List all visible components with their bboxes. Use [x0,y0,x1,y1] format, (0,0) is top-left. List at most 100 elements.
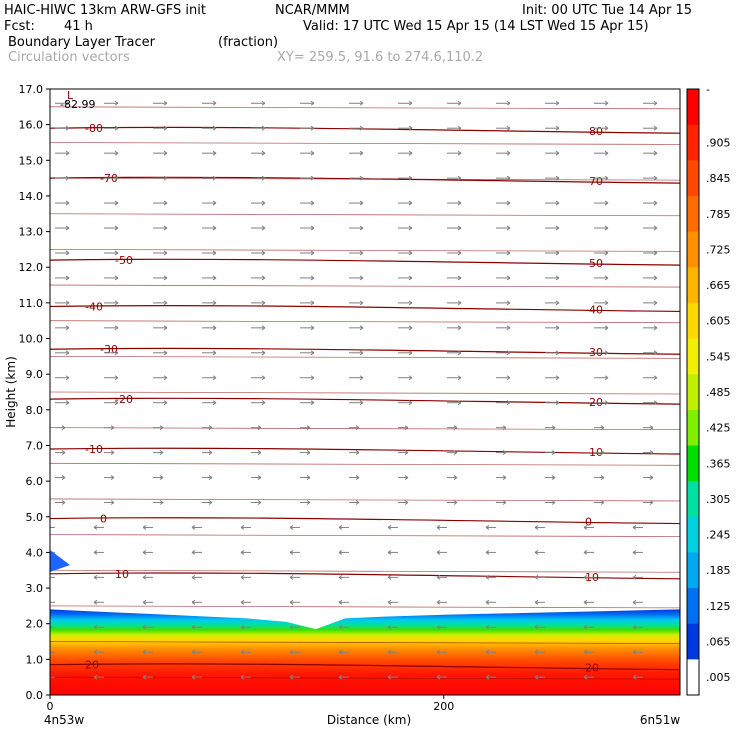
colorbar-segment [687,552,699,589]
circulation-vector [153,450,164,456]
colorbar-segment [687,516,699,553]
circulation-vector [643,175,658,181]
y-tick-label: 16.0 [19,119,44,132]
circulation-vector [387,525,398,530]
y-tick-label: 4.0 [26,546,44,559]
y-tick-label: 17.0 [19,83,44,96]
colorbar-segment [687,195,699,233]
circulation-vector [300,225,315,231]
circulation-vector [93,574,104,580]
circulation-vector [398,375,413,381]
circulation-vector [300,450,311,456]
circulation-vector [50,626,55,628]
circulation-vector [55,325,70,331]
colorbar-label: .065 [706,636,731,649]
contour-label: -50 [115,254,133,267]
circulation-vector [153,150,168,156]
circulation-vector [300,175,315,181]
circulation-vector [545,425,556,431]
circulation-vector [93,624,104,630]
circulation-vector [300,350,315,356]
y-tick-label: 0.0 [26,689,44,702]
circulation-vector [142,574,153,580]
circulation-vector [545,475,556,480]
circulation-vector [496,150,511,156]
circulation-vector [594,150,609,156]
circulation-vector [55,125,70,131]
contour-label: -30 [585,346,603,359]
circulation-vector [300,150,315,156]
circulation-vector [300,250,315,256]
circulation-vector [643,425,654,431]
circulation-vector [251,225,266,231]
circulation-vector [153,275,168,281]
colorbar-label: .785 [706,208,731,221]
circulation-vector [496,100,511,106]
circulation-vector [447,100,462,106]
circulation-vector [496,125,511,131]
circulation-vector [338,624,349,630]
fcst-value: 41 h [64,19,93,34]
circulation-vector [251,425,262,431]
circulation-vector [398,500,409,505]
min-marker: L [67,89,74,102]
circulation-vector [55,225,70,231]
circulation-vector [349,350,364,356]
circulation-vector [485,525,496,530]
circulation-vector [447,175,462,181]
circulation-vector [496,375,511,381]
circulation-vector [300,425,311,431]
circulation-vector [50,526,55,528]
circulation-vector [202,475,213,480]
circulation-vector [594,325,609,331]
circulation-vector [447,150,462,156]
circulation-vector [447,125,462,131]
y-tick-label: 8.0 [26,404,44,417]
circulation-vector [398,325,413,331]
circulation-vector [349,450,360,456]
circulation-vector [153,100,168,106]
circulation-vector [240,599,251,605]
y-tick-label: 13.0 [19,226,44,239]
circulation-vector [387,649,398,655]
circulation-vector [191,649,202,655]
circulation-vector [447,425,458,431]
circulation-vector [349,325,364,331]
y-tick-label: 2.0 [26,618,44,631]
circulation-vector [496,175,511,181]
circulation-vector [300,125,315,131]
circulation-vector [594,350,609,356]
circulation-vector [202,200,217,206]
circulation-vector [643,100,658,106]
circulation-vector [153,175,168,181]
circulation-vector [349,250,364,256]
circulation-vector [534,649,545,655]
circulation-vector [338,649,349,655]
circulation-vector [251,325,266,331]
circulation-vector [191,599,202,605]
circulation-vector [153,225,168,231]
circulation-vector [104,250,119,256]
circulation-vector [191,549,202,555]
y-tick-label: 5.0 [26,511,44,524]
circulation-vector [583,674,594,680]
circulation-vector [534,574,545,580]
temperature-contour [50,142,680,145]
circulation-vector [251,375,266,381]
circulation-vector [485,674,496,680]
circulation-vector [643,400,658,406]
circulation-vector [398,200,413,206]
circulation-vector [349,500,360,505]
circulation-vector [338,549,349,555]
circulation-vector [643,450,654,456]
circulation-vector [142,624,153,630]
temperature-contour [50,305,680,313]
circulation-vector [153,250,168,256]
circulation-vector [104,150,119,156]
circulation-vector [251,300,266,306]
circulation-vector [251,450,262,456]
circulation-vector [545,400,560,406]
colorbar-segment [687,160,699,197]
contour-label: 20 [585,662,599,675]
colorbar-label: .425 [706,422,731,435]
